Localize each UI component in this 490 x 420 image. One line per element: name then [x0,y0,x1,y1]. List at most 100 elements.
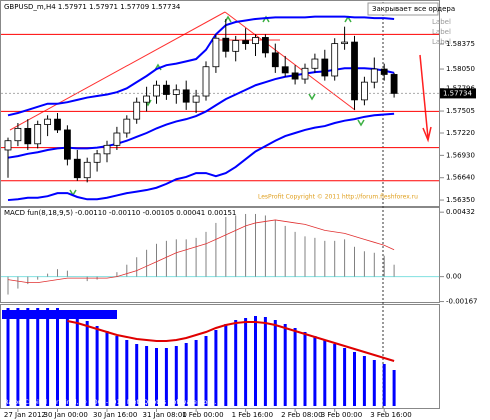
x-tick-label: 2 Feb 08:00 [281,411,322,419]
histogram-bar [47,273,49,277]
histogram-bar [245,213,247,277]
candle-body [271,52,279,68]
oscillator-bar [204,336,208,406]
oscillator-bar [343,348,347,406]
line [7,15,395,117]
histogram-bar [57,269,58,277]
oscillator-bar [244,318,248,406]
histogram-bar [344,239,346,277]
histogram-bar [27,276,29,285]
candle-body [54,118,61,131]
copyright: LesProfit Copyright © 2011 http://forum.… [258,194,418,201]
label: Label [432,38,451,46]
oscillator-bar [353,352,356,406]
chart-title: GBPUSD_m,H4 1.57971 1.57971 1.57709 1.57… [4,3,181,11]
histogram-bar [354,246,355,277]
x-tick-label: 27 Jan 2012 [4,411,46,419]
fractal [357,119,365,127]
histogram-bar [225,216,227,277]
candle-body [143,95,151,103]
candle-body [242,40,250,45]
histogram-bar [215,222,217,277]
oscillator-bar [85,321,89,406]
candle-body [370,68,378,83]
histogram-bar [165,240,167,277]
histogram-bar [66,270,68,277]
candle-body [153,84,160,97]
macd-title: MACD fun(8,18,9,5) -0.00110 -0.00110 -0.… [4,209,236,217]
candle-body [192,95,200,103]
candle-body [14,127,22,142]
y-tick-label: -0.00167 [446,298,477,306]
candle-body [44,118,51,125]
oscillator-bar [263,317,267,406]
candle-body [351,41,358,101]
oscillator-bar [145,346,149,406]
oscillator-bar [135,344,139,406]
oscillator-bar [125,340,129,406]
oscillator-bar [194,340,198,406]
histogram-bar [86,276,88,282]
candle-body [4,140,12,151]
histogram-bar [304,236,306,277]
y-tick-label: 1.56930 [446,151,475,159]
y-tick-label: 1.58375 [446,40,475,48]
histogram-bar [7,276,9,295]
line [7,112,395,202]
oscillator-bar [155,348,158,406]
histogram-bar [235,215,237,277]
oscillator-bar [56,308,59,406]
oscillator-bar [115,336,119,406]
y-tick-label: 1.57505 [446,107,475,115]
candle-body [321,58,329,77]
x-tick-label: 1 Feb 16:00 [232,411,273,419]
x-tick-label: 30 Jan 00:00 [44,411,88,419]
candle-body [133,101,141,120]
caption-box [2,310,117,319]
histogram-bar [294,231,296,277]
y-tick-label: 1.58050 [446,65,475,73]
label: Label [432,28,451,36]
candle-body [212,37,220,68]
y-tick-label: 1.57220 [446,129,475,137]
oscillator-bar [46,308,50,406]
x-tick-label: 31 Jan 08:00 [143,411,187,419]
histogram-bar [37,276,39,280]
candle-body [162,84,170,95]
close-orders-button[interactable] [367,2,439,16]
histogram-bar [264,215,266,277]
candle-body [64,129,71,160]
candle-body [24,127,32,145]
last-price-box [440,88,476,99]
candle-body [222,37,230,52]
oscillator-pane [0,304,440,409]
candle-body [34,124,42,145]
candle-body [182,89,190,103]
histogram-bar [393,264,395,277]
histogram-bar [284,225,286,277]
candle-body [252,37,259,45]
candle-body [301,67,309,80]
candle-body [390,74,398,94]
oscillator-bar [392,370,396,406]
candle-body [123,118,131,134]
oscillator-bar [26,308,30,406]
oscillator-bar [95,326,99,406]
histogram-bar [17,276,19,289]
button-label[interactable]: Закрывает все ордера [372,5,455,13]
macd-pane [0,207,440,303]
histogram-bar [274,219,276,277]
histogram-bar [334,240,336,277]
y-tick-label: 0.00432 [446,208,475,216]
pane-frames [0,0,440,409]
histogram-bar [255,213,256,277]
candle-body [380,68,388,75]
oscillator-bar [75,316,79,406]
candle-body [341,41,349,45]
candle-body [232,40,240,52]
histogram-bar [136,257,138,277]
candle-body [281,66,289,74]
oscillator-bar [224,324,228,406]
oscillator-bar [214,330,218,406]
oscillator-bar [184,343,188,406]
